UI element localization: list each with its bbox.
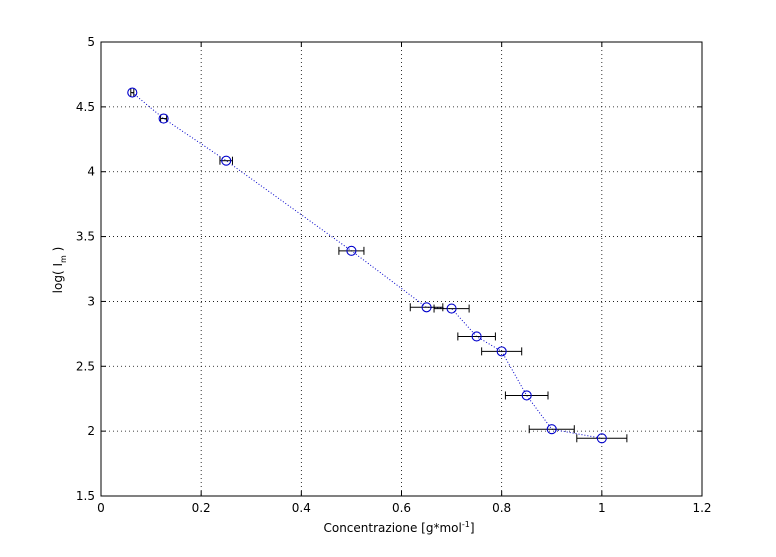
x-tick-label: 1 xyxy=(598,501,606,515)
axes: 0 0.2 0.4 0.6 0.8 1 1.2 1.5 2 2.5 3 3.5 4 4.5 5 xyxy=(76,35,712,515)
data-point xyxy=(221,155,232,166)
grid xyxy=(101,42,702,496)
x-tick-label: 0.6 xyxy=(392,501,411,515)
y-axis-label: log( Im ) xyxy=(51,247,68,294)
y-tick-label: 4.5 xyxy=(76,100,95,114)
axis-labels: Concentrazione [g*mol-1] log( Im ) xyxy=(51,247,475,535)
y-tick-label: 1.5 xyxy=(76,489,95,503)
data-point xyxy=(158,113,169,124)
data-series xyxy=(127,87,628,444)
data-point xyxy=(471,331,482,342)
y-tick-label: 2 xyxy=(87,424,95,438)
y-tick-label: 3.5 xyxy=(76,230,95,244)
data-point xyxy=(596,433,607,444)
y-tick-label: 4 xyxy=(87,165,95,179)
data-point xyxy=(421,302,432,313)
x-tick-label: 0.2 xyxy=(192,501,211,515)
x-axis-label: Concentrazione [g*mol-1] xyxy=(323,520,474,535)
data-point xyxy=(521,390,532,401)
y-tick-label: 2.5 xyxy=(76,359,95,373)
data-point xyxy=(127,87,138,98)
y-tick-label: 5 xyxy=(87,35,95,49)
x-tick-label: 1.2 xyxy=(692,501,711,515)
x-tick-label: 0.4 xyxy=(292,501,311,515)
data-point xyxy=(346,245,357,256)
data-point xyxy=(496,346,507,357)
data-point xyxy=(546,424,557,435)
x-tick-label: 0.8 xyxy=(492,501,511,515)
y-tick-label: 3 xyxy=(87,294,95,308)
x-tick-label: 0 xyxy=(97,501,105,515)
data-point xyxy=(446,303,457,314)
series-line xyxy=(131,92,602,439)
